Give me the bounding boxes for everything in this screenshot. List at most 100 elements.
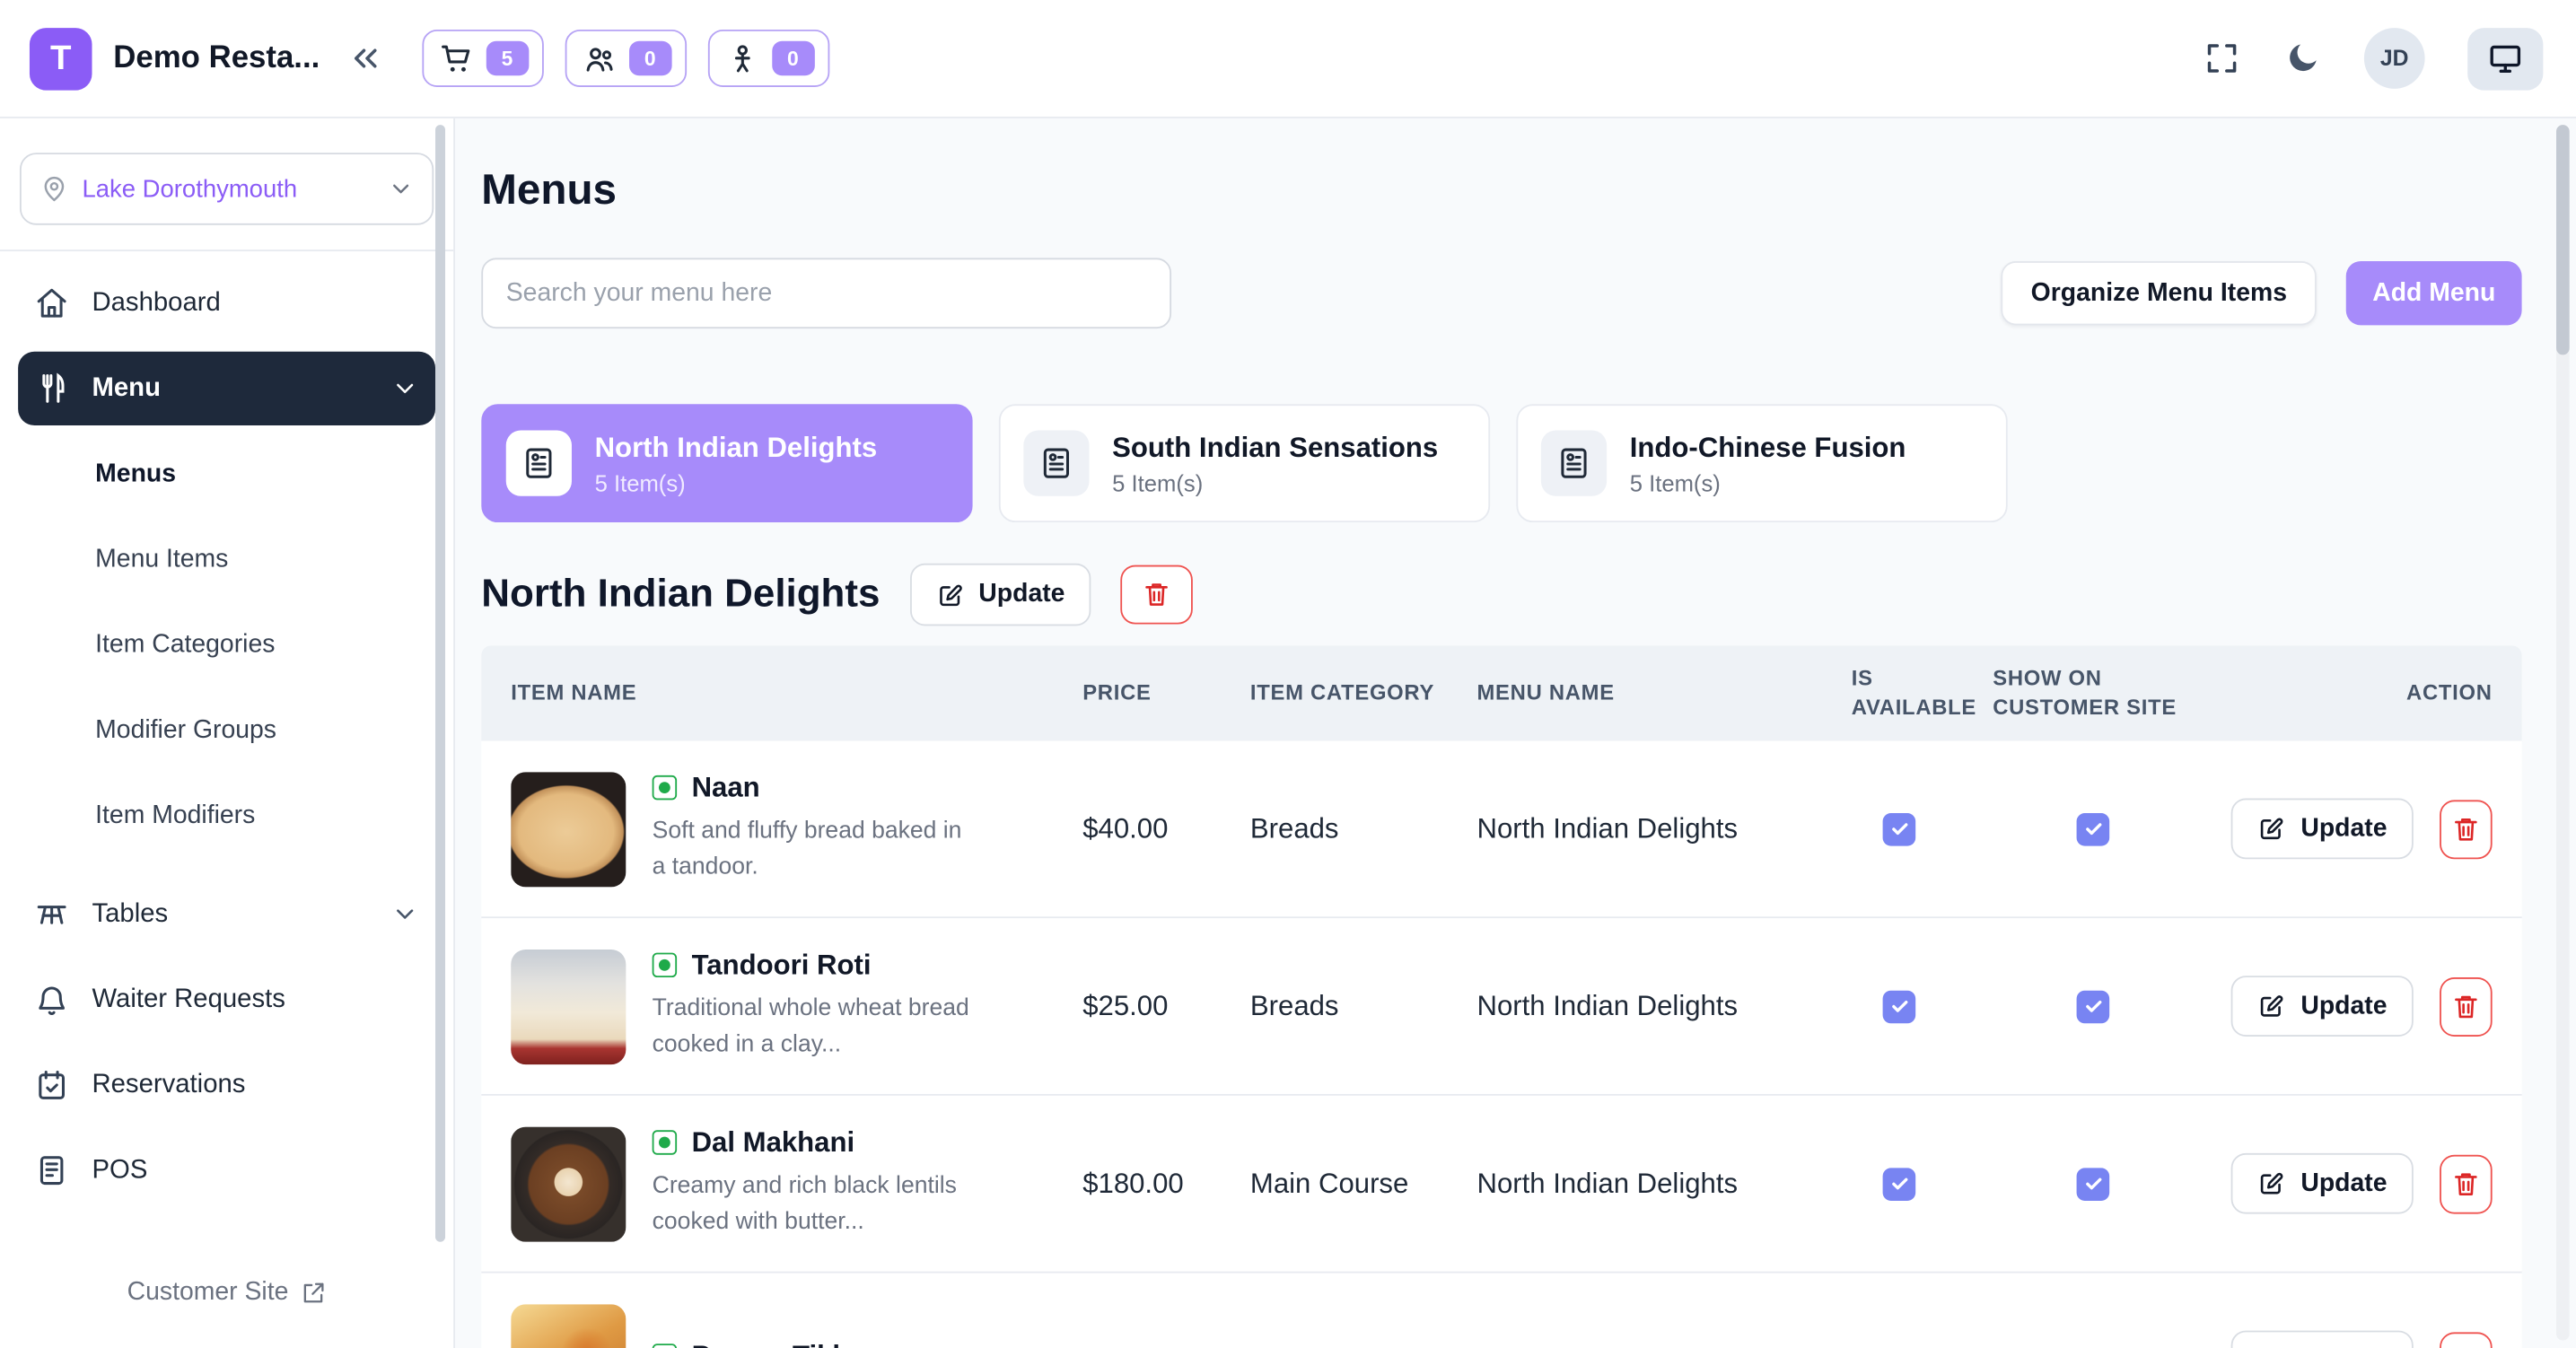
delete-item-button[interactable] [2440,799,2493,859]
calendar-check-icon [34,1068,68,1102]
is-available-cell [1828,1167,1969,1201]
item-menu-name: North Indian Delights [1476,1167,1739,1199]
people-counter-button[interactable]: 0 [565,29,687,88]
update-item-label: Update [2300,813,2388,843]
sidebar-item-dashboard[interactable]: Dashboard [18,267,435,340]
edit-icon [2258,993,2286,1020]
update-item-label: Update [2300,1169,2388,1197]
customer-site-link[interactable]: Customer Site [118,1275,337,1309]
column-header-is-available: IS AVAILABLE [1851,664,1977,720]
table-header-row: ITEM NAME PRICE ITEM CATEGORY MENU NAME … [481,645,2522,741]
sidebar-item-label: POS [92,1155,148,1184]
person-counter-button[interactable]: 0 [707,29,829,88]
add-menu-button[interactable]: Add Menu [2345,261,2522,326]
item-price: $25.00 [1082,989,1169,1021]
chevron-down-icon [391,374,419,402]
menu-controls: Organize Menu Items Add Menu [481,258,2522,329]
item-name: Tandoori Roti [691,949,872,981]
display-mode-button[interactable] [2467,27,2544,90]
table-row: Tandoori Roti Traditional whole wheat br… [481,918,2522,1096]
item-photo [511,771,626,887]
show-on-site-checkbox[interactable] [2076,1167,2110,1201]
table-row: Paneer Tikka Update [481,1273,2522,1348]
menu-card-north-indian[interactable]: North Indian Delights 5 Item(s) [481,404,973,523]
update-menu-label: Update [978,580,1065,608]
item-category: Main Course [1249,1167,1409,1199]
sidebar-item-pos[interactable]: POS [18,1134,435,1207]
item-category: Breads [1249,812,1339,844]
selected-menu-title: North Indian Delights [481,571,881,617]
dark-mode-button[interactable] [2283,39,2321,77]
check-icon [1888,995,1910,1017]
action-cell: Update [2216,1152,2521,1214]
item-description: Traditional whole wheat bread cooked in … [652,994,969,1057]
sidebar-item-waiter-requests[interactable]: Waiter Requests [18,963,435,1037]
check-icon [2082,1173,2104,1195]
item-name: Paneer Tikka [692,1340,863,1348]
sidebar-item-label: Reservations [92,1070,246,1099]
is-available-checkbox[interactable] [1882,812,1916,845]
sidebar-nav: Dashboard Menu Menus Menu Items Item Cat… [0,267,453,1220]
column-header-price: PRICE [1082,679,1152,705]
update-item-label: Update [2300,991,2388,1020]
item-price: $180.00 [1082,1167,1184,1199]
delete-item-button[interactable] [2440,1331,2493,1348]
item-photo [511,1125,626,1241]
item-price: $40.00 [1082,812,1169,844]
update-item-button[interactable]: Update [2231,976,2414,1037]
location-selector[interactable]: Lake Dorothymouth [19,153,434,225]
show-on-site-checkbox[interactable] [2076,989,2110,1023]
is-available-cell [1828,812,1969,845]
sidebar-item-item-categories[interactable]: Item Categories [95,629,276,659]
restaurant-name: Demo Resta... [113,39,320,75]
sidebar-item-reservations[interactable]: Reservations [18,1048,435,1122]
sidebar-item-menu-items[interactable]: Menu Items [95,544,229,573]
home-icon [34,285,68,319]
menu-card-south-indian[interactable]: South Indian Sensations 5 Item(s) [998,404,1491,523]
veg-indicator-icon [652,1130,678,1156]
page-scrollbar-thumb[interactable] [2556,125,2570,355]
menu-board-icon [1540,430,1608,496]
delete-item-button[interactable] [2440,1153,2493,1213]
chevrons-left-icon [346,39,384,77]
collapse-sidebar-button[interactable] [343,36,387,80]
sidebar-item-modifier-groups[interactable]: Modifier Groups [95,715,276,744]
sidebar-item-menu[interactable]: Menu [18,351,436,426]
sidebar-item-label: Menu [92,373,161,402]
fullscreen-icon [2204,39,2241,77]
people-count-badge: 0 [628,40,671,76]
sidebar-item-item-modifiers[interactable]: Item Modifiers [95,801,256,829]
update-item-button[interactable]: Update [2231,798,2414,860]
logo-letter: T [49,39,72,77]
is-available-checkbox[interactable] [1882,989,1916,1023]
update-menu-button[interactable]: Update [909,563,1091,626]
item-description: Creamy and rich black lentils cooked wit… [652,1172,957,1235]
cart-counter-button[interactable]: 5 [421,29,544,88]
update-item-button[interactable]: Update [2231,1152,2414,1214]
sidebar-scrollbar[interactable] [435,125,446,1242]
show-on-site-checkbox[interactable] [2076,812,2110,845]
moon-icon [2283,39,2321,77]
delete-menu-button[interactable] [1120,565,1194,625]
search-input[interactable] [481,258,1172,329]
sidebar-item-label: Waiter Requests [92,985,285,1013]
menu-card-indo-chinese[interactable]: Indo-Chinese Fusion 5 Item(s) [1516,404,2008,523]
sidebar-item-menus[interactable]: Menus [95,459,177,487]
external-link-icon [300,1279,326,1305]
utensils-icon [34,372,68,406]
location-pin-icon [39,174,69,204]
update-item-button[interactable]: Update [2231,1330,2414,1348]
is-available-checkbox[interactable] [1882,1167,1916,1201]
fullscreen-button[interactable] [2204,39,2241,77]
delete-item-button[interactable] [2440,976,2493,1037]
user-avatar[interactable]: JD [2363,28,2425,89]
sidebar-divider [0,249,454,252]
item-photo [511,1303,626,1348]
item-menu-name: North Indian Delights [1476,989,1739,1021]
table-icon [34,897,68,931]
organize-menu-items-button[interactable]: Organize Menu Items [2001,261,2317,326]
column-header-menu-name: MENU NAME [1476,679,1615,705]
action-cell: Update [2216,1330,2521,1348]
page-scrollbar[interactable] [2556,125,2570,1341]
sidebar-item-tables[interactable]: Tables [18,877,435,950]
